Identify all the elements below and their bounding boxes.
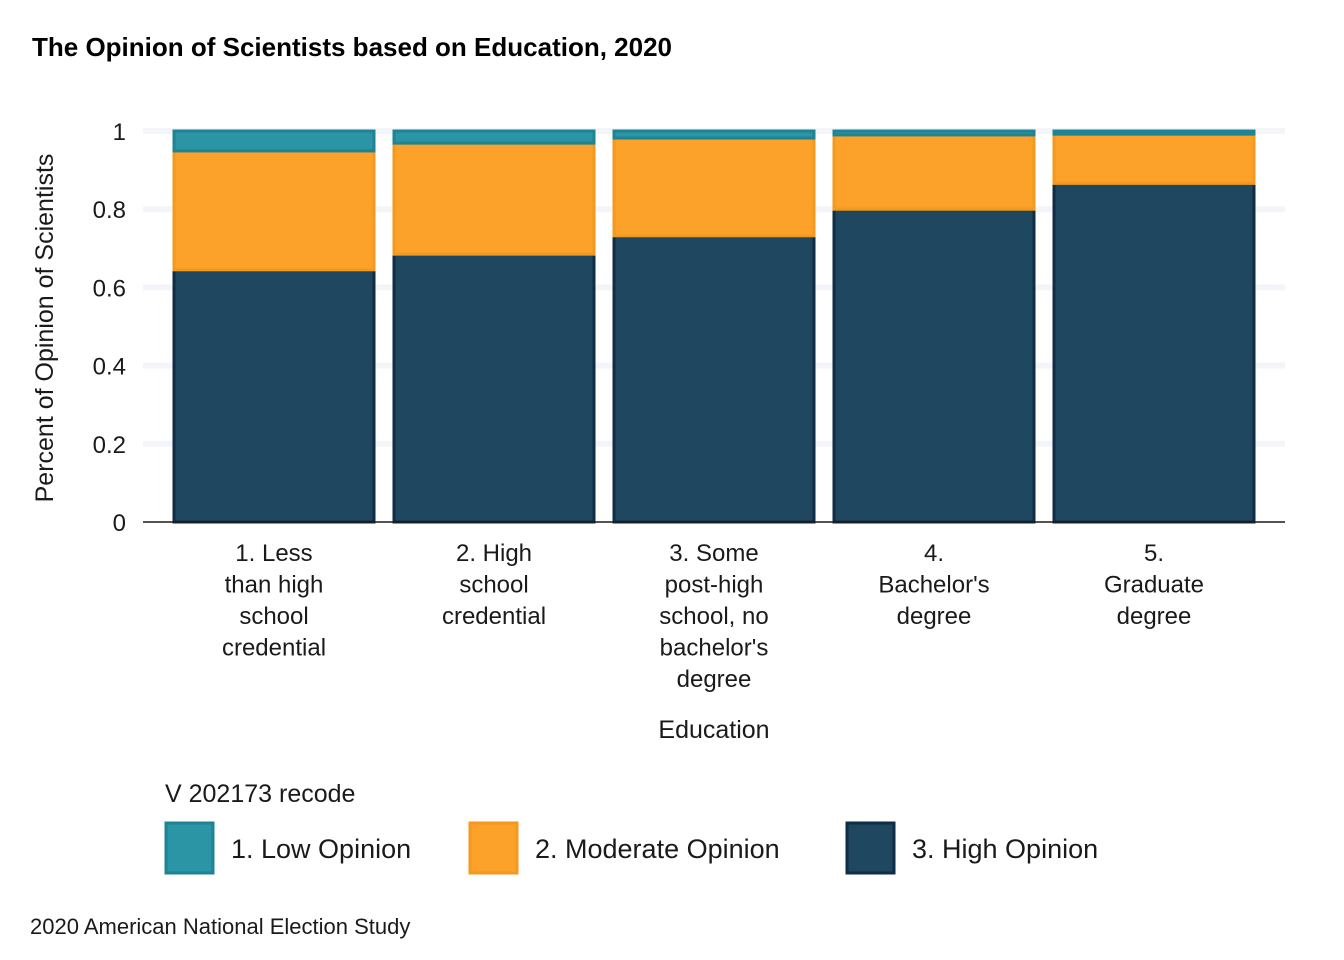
x-axis-ticks: 1. Less than high school credential 2. High s…	[222, 540, 1204, 693]
y-tick-label: 0	[113, 510, 126, 537]
x-tick-label-line: than high	[225, 572, 324, 599]
x-tick-label-line: school	[239, 603, 308, 630]
bar-segment	[612, 129, 816, 140]
x-tick-label-line: degree	[897, 603, 972, 630]
x-tick-label-line: credential	[222, 635, 326, 662]
y-tick-label: 1	[113, 119, 126, 146]
x-tick-label-line: Bachelor's	[878, 572, 989, 599]
legend-label: 3. High Opinion	[912, 834, 1098, 864]
x-tick-label-line: credential	[442, 603, 546, 630]
x-tick-label-line: 1. Less	[235, 540, 312, 567]
caption: 2020 American National Election Study	[30, 914, 410, 939]
x-tick-label-line: 2. High	[456, 540, 532, 567]
bar-segment	[1052, 129, 1256, 136]
bar-segment	[832, 133, 1036, 211]
bars	[172, 129, 1256, 524]
bar-segment	[392, 141, 596, 256]
bar-segment	[172, 149, 376, 272]
x-tick-label-line: degree	[1117, 603, 1192, 630]
bar-segment	[832, 129, 1036, 137]
x-tick-label-line: school	[459, 572, 528, 599]
x-tick-label-line: degree	[677, 666, 752, 693]
y-axis-ticks: 0 0.2 0.4 0.6 0.8 1	[93, 119, 126, 537]
bar-segment	[172, 268, 376, 524]
bar-segment	[392, 129, 596, 145]
legend: 1. Low Opinion 2. Moderate Opinion 3. High…	[164, 821, 1098, 875]
x-tick-label: 1. Less than high school credential	[222, 540, 326, 662]
x-axis-label: Education	[658, 716, 769, 744]
x-tick-label-line: 5.	[1144, 540, 1164, 567]
bar-segment	[612, 234, 816, 524]
legend-swatch	[468, 821, 519, 875]
x-tick-label: 2. High school credential	[442, 540, 546, 630]
bar-segment	[612, 136, 816, 238]
x-tick-label-line: school, no	[659, 603, 768, 630]
y-axis-label: Percent of Opinion of Scientists	[31, 154, 59, 503]
legend-label: 1. Low Opinion	[231, 834, 411, 864]
legend-swatch	[845, 821, 896, 875]
x-tick-label-line: Graduate	[1104, 572, 1204, 599]
bar-segment	[172, 129, 376, 153]
bar-segment	[832, 207, 1036, 524]
legend-title: V 202173 recode	[165, 780, 355, 808]
x-tick-label-line: bachelor's	[660, 635, 769, 662]
chart-title: The Opinion of Scientists based on Educa…	[32, 32, 672, 62]
x-tick-label-line: 3. Some	[669, 540, 758, 567]
x-tick-label: 3. Some post-high school, no bachelor's degr…	[659, 540, 768, 693]
legend-label: 2. Moderate Opinion	[535, 834, 780, 864]
y-tick-label: 0.8	[93, 197, 126, 224]
bar-segment	[1052, 181, 1256, 524]
x-tick-label-line: post-high	[665, 572, 764, 599]
x-tick-label-line: 4.	[924, 540, 944, 567]
bar-segment	[1052, 132, 1256, 185]
y-tick-label: 0.2	[93, 432, 126, 459]
bar-segment	[392, 252, 596, 524]
y-tick-label: 0.4	[93, 354, 126, 381]
y-tick-label: 0.6	[93, 275, 126, 302]
x-tick-label: 5. Graduate degree	[1104, 540, 1204, 630]
legend-swatch	[164, 821, 215, 875]
x-tick-label: 4. Bachelor's degree	[878, 540, 989, 630]
